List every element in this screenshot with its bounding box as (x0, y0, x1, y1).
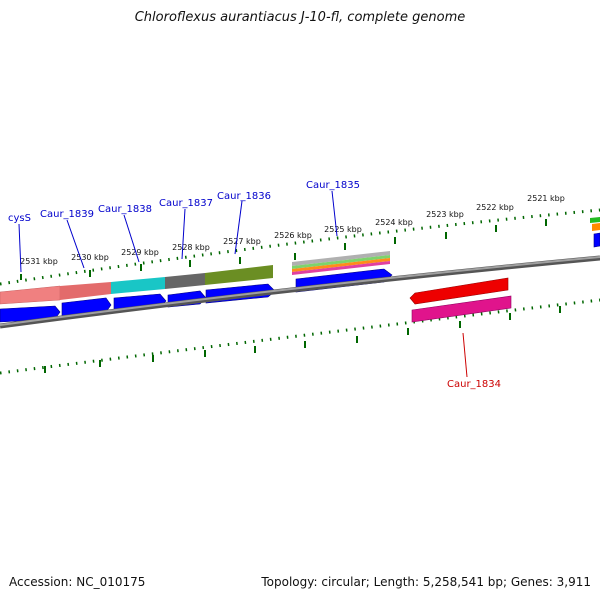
forward-cds (0, 232, 600, 323)
topology-text: Topology: circular; Length: 5,258,541 bp… (261, 575, 591, 589)
feature-edge (590, 217, 600, 223)
feature-caur-1835-band (292, 258, 390, 272)
tick-label: 2522 kbp (476, 203, 514, 212)
genome-backbone-highlight (0, 256, 600, 326)
feature-caur-1839 (60, 282, 111, 300)
tick-label: 2523 kbp (426, 210, 464, 219)
gene-label: Caur_1835 (306, 180, 360, 191)
tick-label: 2528 kbp (172, 243, 210, 252)
gene-label: Caur_1838 (98, 204, 152, 215)
gene-label: cysS (8, 213, 31, 224)
gene-label: Caur_1839 (40, 209, 94, 220)
feature-caur-1834 (409, 277, 509, 305)
feature-cysS (0, 285, 61, 305)
label-leaders (18, 190, 338, 273)
map-title: Chloroflexus aurantiacus J-10-fl, comple… (134, 10, 466, 25)
cds-arrow (593, 232, 600, 248)
tick-label: 2526 kbp (274, 231, 312, 240)
feature-caur-1835-band (292, 251, 390, 266)
tick-label: 2530 kbp (71, 253, 109, 262)
tick-label: 2531 kbp (20, 257, 58, 266)
tick-label: 2527 kbp (223, 237, 261, 246)
tick-labels: 2531 kbp 2530 kbp 2529 kbp 2528 kbp 2527… (20, 194, 565, 266)
feature-edge (592, 223, 600, 231)
forward-features (0, 217, 600, 305)
inner-scale-track (0, 298, 600, 375)
tick-label: 2521 kbp (527, 194, 565, 203)
gene-label: Caur_1837 (159, 198, 213, 209)
feature-caur-1834-cds (411, 295, 512, 323)
feature-caur-1837 (165, 273, 205, 289)
outer-major-ticks (20, 219, 547, 280)
gene-label: Caur_1836 (217, 191, 271, 202)
feature-caur-1838 (111, 277, 165, 294)
feature-caur-1835-band (292, 255, 390, 269)
feature-caur-1836 (205, 265, 273, 285)
tick-label: 2525 kbp (324, 225, 362, 234)
gene-labels: cysS Caur_1839 Caur_1838 Caur_1837 Caur_… (8, 180, 501, 390)
accession-text: Accession: NC_010175 (9, 575, 146, 589)
tick-label: 2529 kbp (121, 248, 159, 257)
tick-label: 2524 kbp (375, 218, 413, 227)
inner-major-ticks (44, 306, 561, 373)
label-leader-reverse (462, 332, 468, 378)
gene-label-reverse: Caur_1834 (447, 379, 501, 390)
feature-caur-1835-band (292, 261, 390, 275)
